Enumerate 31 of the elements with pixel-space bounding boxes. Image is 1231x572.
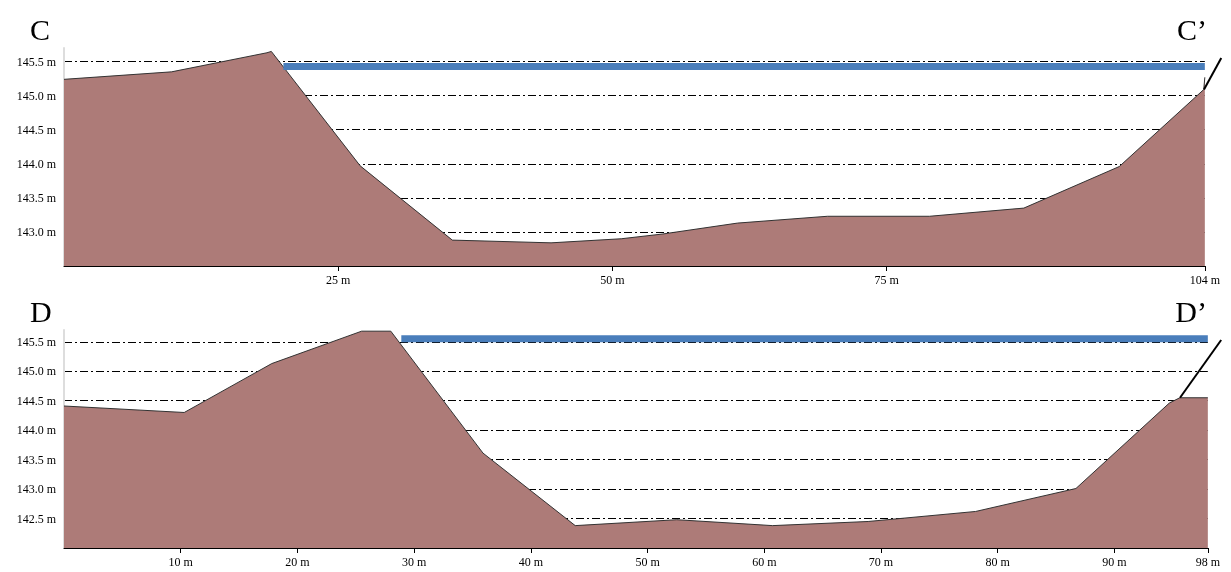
text: C <box>30 12 51 46</box>
y-tick-label: 143.5 m <box>16 190 57 205</box>
x-tick-label: 40 m <box>518 555 544 569</box>
y-tick-label: 143.5 m <box>16 452 57 467</box>
y-tick-label: 145.0 m <box>16 88 57 103</box>
x-tick-label: 104 m <box>1189 273 1221 287</box>
x-tick-label: 70 m <box>868 555 894 569</box>
x-tick-label: 60 m <box>752 555 778 569</box>
x-tick-label: 80 m <box>985 555 1011 569</box>
y-tick-label: 143.0 m <box>16 224 57 239</box>
x-tick-label: 98 m <box>1195 555 1221 569</box>
x-tick-label: 75 m <box>874 273 900 287</box>
x-tick-label: 50 m <box>600 273 626 287</box>
x-tick-label: 20 m <box>285 555 311 569</box>
y-tick-label: 144.0 m <box>16 423 57 438</box>
x-tick-label: 10 m <box>168 555 194 569</box>
x-tick-label: 90 m <box>1102 555 1128 569</box>
y-tick-label: 144.5 m <box>16 393 57 408</box>
annotation: D’ <box>1175 294 1207 328</box>
y-tick-label: 145.5 m <box>16 54 57 69</box>
text: D <box>30 294 52 328</box>
y-tick-label: 142.5 m <box>16 511 57 526</box>
y-tick-label: 144.0 m <box>16 156 57 171</box>
x-tick-label: 25 m <box>326 273 352 287</box>
x-tick-label: 50 m <box>635 555 661 569</box>
annotation: C’ <box>1177 12 1207 46</box>
y-tick-label: 143.0 m <box>16 482 57 497</box>
x-tick-label: 30 m <box>401 555 427 569</box>
y-tick-label: 144.5 m <box>16 122 57 137</box>
y-tick-label: 145.5 m <box>16 334 57 349</box>
y-tick-label: 145.0 m <box>16 364 57 379</box>
